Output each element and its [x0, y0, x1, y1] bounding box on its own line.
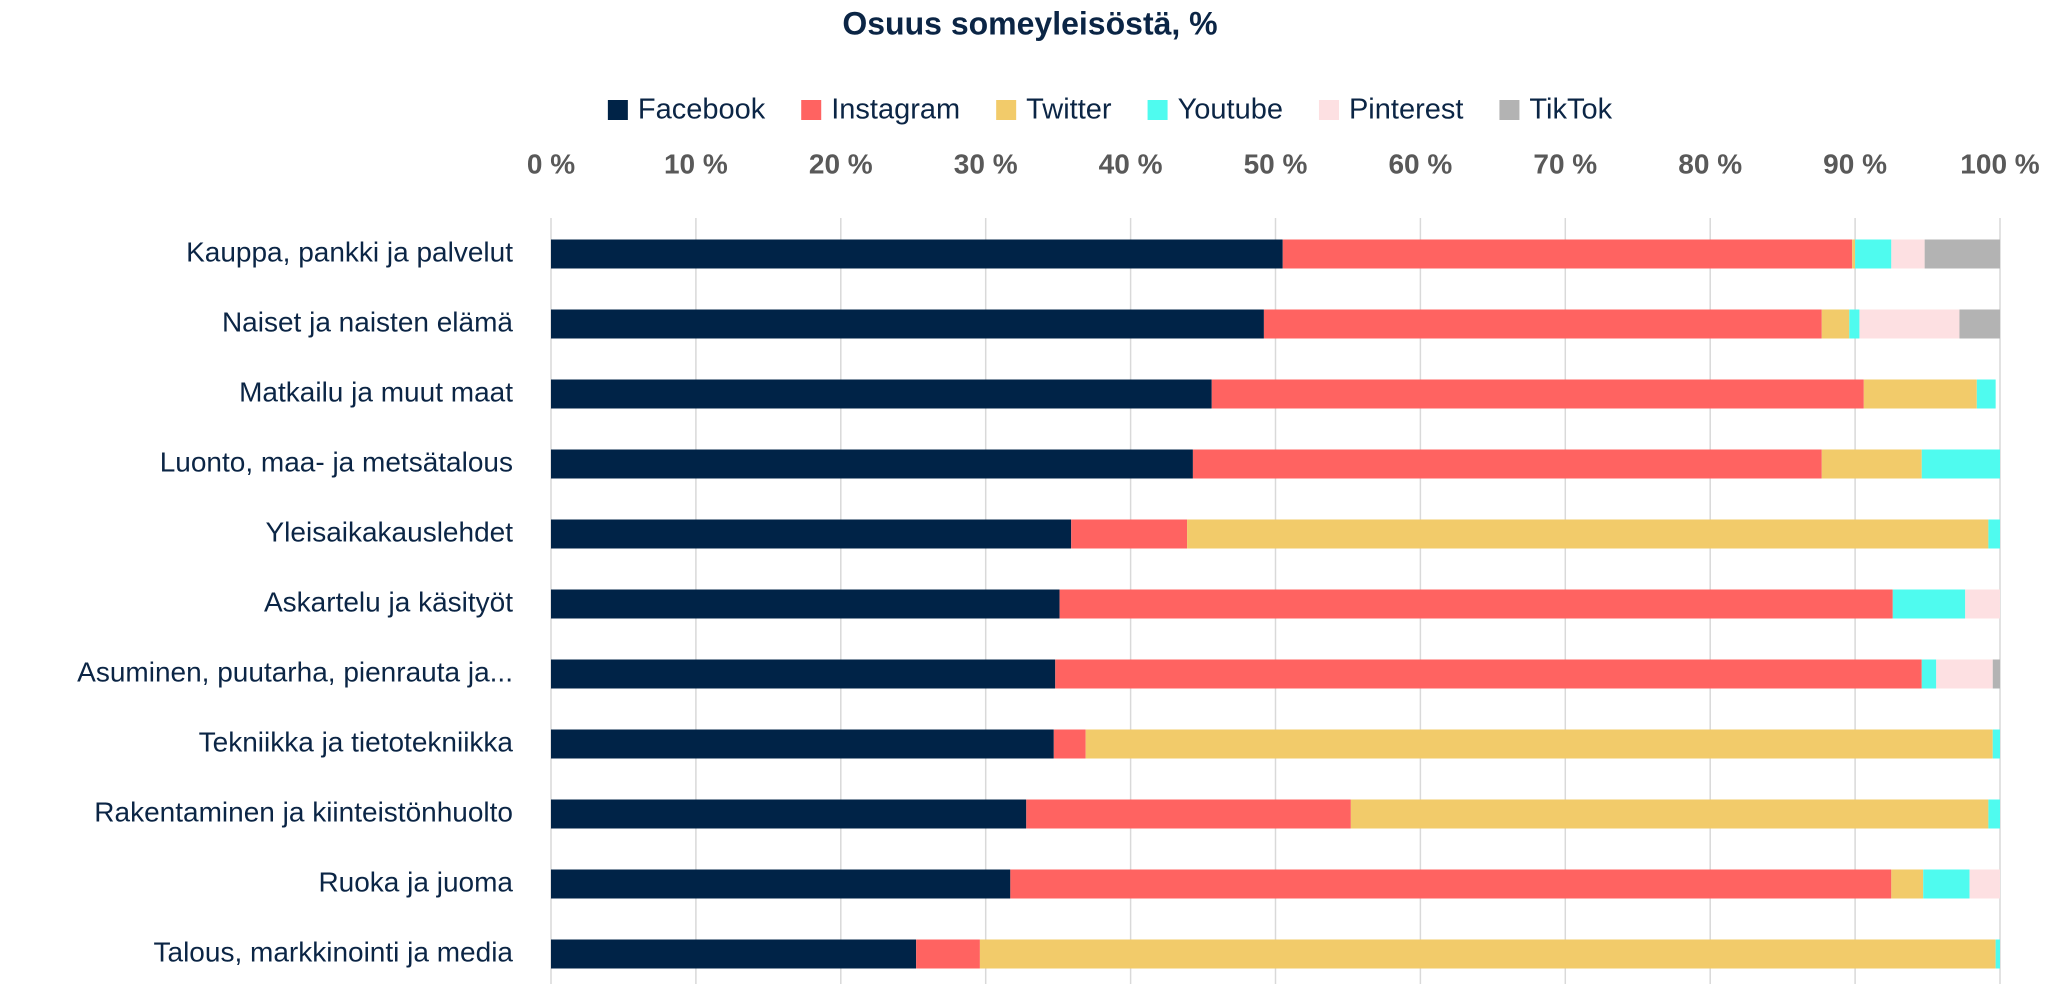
bar-segment — [551, 519, 1072, 549]
category-label: Askartelu ja käsityöt — [264, 586, 513, 617]
bar-segment — [1350, 799, 1989, 829]
legend-swatch — [801, 100, 822, 120]
x-tick-label: 60 % — [1388, 148, 1452, 179]
category-label: Yleisaikakauslehdet — [266, 516, 514, 547]
bar-segment — [551, 239, 1283, 269]
legend-swatch — [1499, 100, 1520, 120]
bar-segment — [1995, 939, 2000, 969]
category-label: Ruoka ja juoma — [318, 866, 513, 897]
legend-swatch — [996, 100, 1017, 120]
bar-segment — [1821, 449, 1922, 479]
x-tick-label: 0 % — [527, 148, 575, 179]
bar-segment — [1849, 309, 1860, 339]
chart-title: Osuus someyleisöstä, % — [842, 5, 1217, 41]
x-tick-label: 50 % — [1244, 148, 1308, 179]
bar-segment — [1891, 239, 1925, 269]
bar-segment — [1263, 309, 1822, 339]
bar-segment — [1055, 659, 1922, 689]
bar-segment — [1863, 379, 1977, 409]
bar-segment — [1988, 799, 2000, 829]
bar-segment — [1852, 239, 1856, 269]
bar-segment — [1965, 589, 2000, 619]
bar-segment — [551, 449, 1193, 479]
category-label: Matkailu ja muut maat — [239, 376, 513, 407]
bar-segment — [551, 309, 1264, 339]
bar-segment — [1187, 519, 1989, 549]
x-tick-label: 100 % — [1960, 148, 2039, 179]
bar-segment — [551, 799, 1027, 829]
bar-segment — [1992, 729, 2000, 759]
bar-segment — [1892, 589, 1966, 619]
legend-label: Instagram — [831, 94, 960, 126]
bar-segment — [1026, 799, 1351, 829]
bar-segment — [1071, 519, 1188, 549]
bar-segment — [1988, 519, 2000, 549]
bar-segment — [1891, 869, 1924, 899]
x-tick-label: 80 % — [1678, 148, 1742, 179]
bar-segment — [551, 869, 1011, 899]
legend-label: Facebook — [638, 94, 766, 126]
bar-segment — [1976, 379, 1996, 409]
category-label: Naiset ja naisten elämä — [222, 306, 513, 337]
bar-segment — [1859, 309, 1960, 339]
bar-segment — [916, 939, 980, 969]
legend-swatch — [607, 100, 628, 120]
legend-label: TikTok — [1529, 94, 1612, 126]
bar-segment — [1211, 379, 1864, 409]
bar-segment — [551, 939, 917, 969]
bar-segment — [1085, 729, 1993, 759]
bar-segment — [1959, 309, 2000, 339]
category-label: Talous, markkinointi ja media — [154, 936, 514, 967]
bar-segment — [551, 659, 1056, 689]
bar-segment — [551, 589, 1060, 619]
x-tick-label: 90 % — [1823, 148, 1887, 179]
bar-segment — [1969, 869, 2000, 899]
bar-segment — [1992, 659, 2000, 689]
bar-segment — [1059, 589, 1893, 619]
category-label: Rakentaminen ja kiinteistönhuolto — [94, 796, 513, 827]
x-tick-label: 40 % — [1099, 148, 1163, 179]
x-tick-label: 70 % — [1533, 148, 1597, 179]
category-label: Asuminen, puutarha, pienrauta ja... — [77, 656, 513, 687]
legend-label: Pinterest — [1349, 94, 1463, 126]
bar-segment — [1921, 449, 2000, 479]
category-label: Kauppa, pankki ja palvelut — [186, 236, 513, 267]
legend-swatch — [1147, 100, 1168, 120]
bar-segment — [1821, 309, 1850, 339]
bar-segment — [1010, 869, 1892, 899]
bar-segment — [1921, 659, 1937, 689]
bar-segment — [979, 939, 1996, 969]
legend-label: Youtube — [1178, 94, 1283, 126]
bar-segment — [1936, 659, 1993, 689]
bar-segment — [1855, 239, 1892, 269]
x-tick-label: 20 % — [809, 148, 873, 179]
bar-segment — [1923, 869, 1970, 899]
x-tick-label: 30 % — [954, 148, 1018, 179]
bar-segment — [551, 729, 1054, 759]
x-tick-label: 10 % — [664, 148, 728, 179]
category-label: Tekniikka ja tietotekniikka — [199, 726, 514, 757]
legend: Facebook Instagram Twitter Youtube Pinterest… — [607, 94, 1613, 126]
bar-segment — [1053, 729, 1086, 759]
category-label: Luonto, maa- ja metsätalous — [160, 446, 513, 477]
legend-label: Twitter — [1026, 94, 1112, 126]
bar-segment — [1282, 239, 1853, 269]
legend-swatch — [1318, 100, 1339, 120]
bar-segment — [1924, 239, 2000, 269]
bar-segment — [551, 379, 1212, 409]
bar-segment — [1192, 449, 1822, 479]
